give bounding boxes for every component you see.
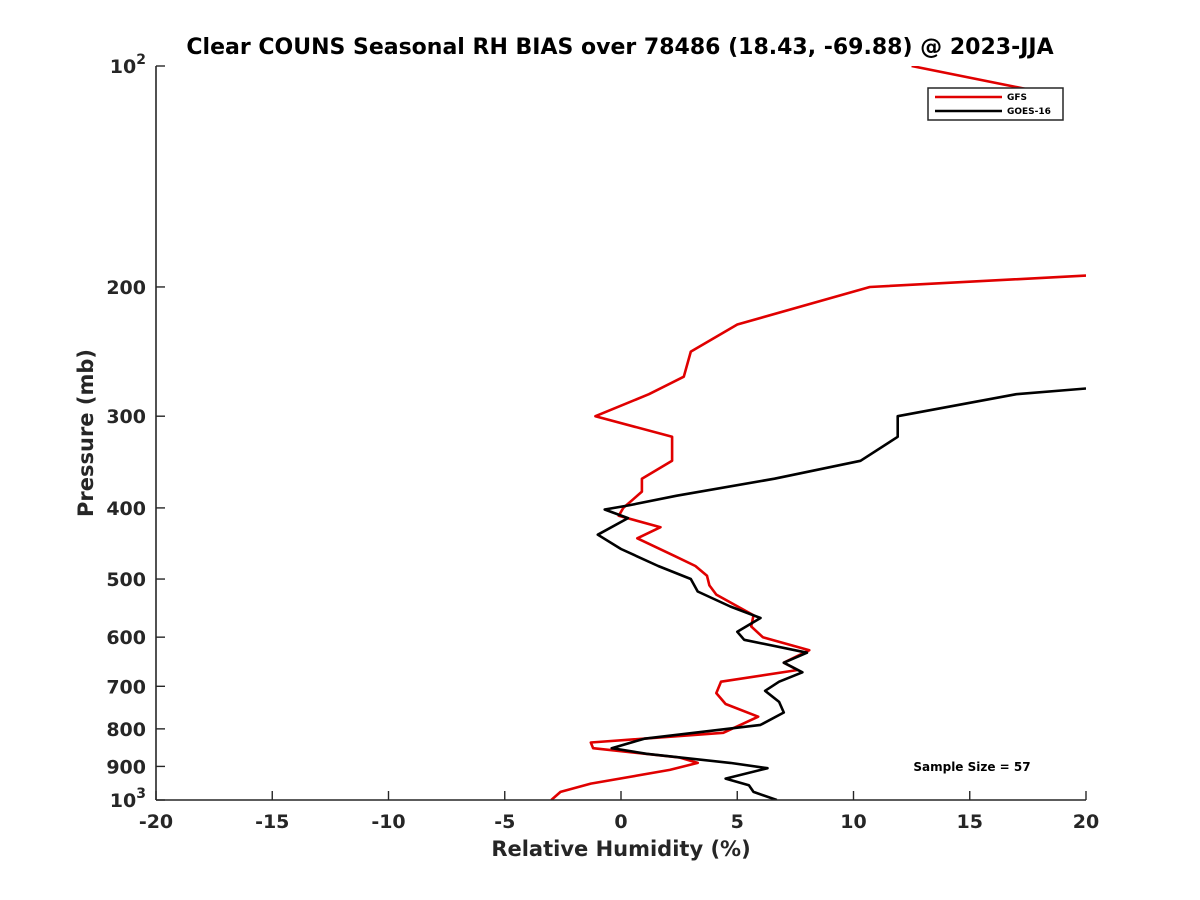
- x-tick-label: 0: [614, 811, 627, 833]
- legend-box: [927, 87, 1064, 121]
- x-tick-label: 10: [840, 811, 866, 833]
- x-tick-label: 15: [957, 811, 983, 833]
- y-axis-title: Pressure (mb): [74, 349, 98, 517]
- x-tick-label: -15: [255, 811, 289, 833]
- x-tick-label: -20: [139, 811, 173, 833]
- x-tick-label: -10: [371, 811, 405, 833]
- sample-size-annotation: Sample Size = 57: [913, 760, 1030, 774]
- x-tick-label: 20: [1073, 811, 1099, 833]
- y-tick-label: 900: [106, 756, 146, 778]
- y-tick-label: 400: [106, 498, 146, 520]
- x-ticks: -20 -15 -10 -5 0 5 10 15 20: [139, 791, 1099, 833]
- legend: GFS GOES-16: [927, 87, 1064, 121]
- y-tick-label: 800: [106, 719, 146, 741]
- y-tick-label: 500: [106, 569, 146, 591]
- y-tick-label: 300: [106, 406, 146, 428]
- y-tick-label: 700: [106, 676, 146, 698]
- y-ticks: 102 200 300 400 500 600 700 800 900 103: [106, 52, 165, 812]
- x-tick-label: -5: [494, 811, 515, 833]
- plot-area: [156, 66, 1086, 800]
- x-axis-title: Relative Humidity (%): [491, 837, 750, 861]
- legend-label-goes16: GOES-16: [1007, 107, 1051, 117]
- series-line-gfs-seg1: [550, 274, 1086, 800]
- y-tick-label: 200: [106, 277, 146, 299]
- y-tick-label: 102: [110, 52, 146, 78]
- chart-title: Clear COUNS Seasonal RH BIAS over 78486 …: [186, 35, 1053, 60]
- x-tick-label: 5: [731, 811, 744, 833]
- y-tick-label: 600: [106, 627, 146, 649]
- series-line-goes16: [596, 387, 1086, 800]
- y-tick-label: 103: [110, 786, 146, 812]
- legend-label-gfs: GFS: [1007, 93, 1027, 103]
